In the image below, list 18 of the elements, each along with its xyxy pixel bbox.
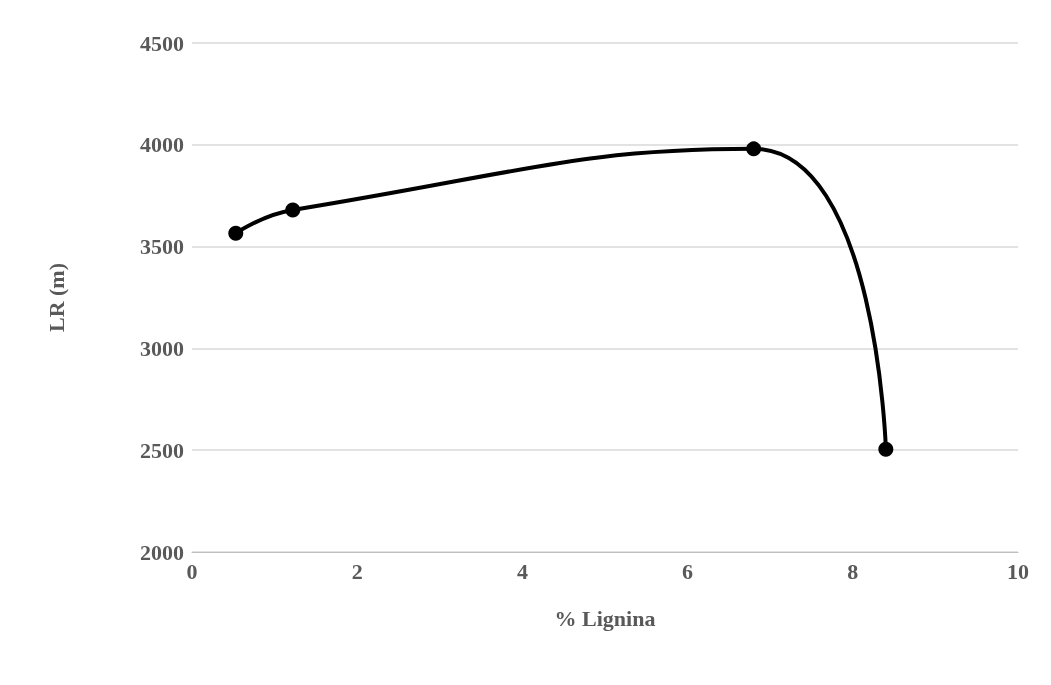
x-tick-label: 8 [847, 558, 859, 584]
y-axis-title: LR (m) [43, 262, 69, 333]
x-tick-label: 4 [516, 558, 528, 584]
x-tick-label: 10 [1007, 558, 1029, 584]
point [878, 441, 894, 457]
x-tick-label: 2 [351, 558, 363, 584]
x-axis-title: % Lignina [554, 605, 656, 631]
y-tick-label: 2000 [140, 539, 184, 565]
y-tick-label: 2500 [140, 437, 184, 463]
point [746, 141, 762, 157]
y-tick-label: 3000 [140, 335, 184, 361]
point [228, 225, 244, 241]
y-tick-label: 3500 [140, 234, 184, 260]
x-tick-label: 0 [186, 558, 198, 584]
point [285, 202, 301, 218]
y-tick-label: 4500 [140, 30, 184, 56]
y-tick-label: 4000 [140, 132, 184, 158]
x-tick-label: 6 [682, 558, 694, 584]
